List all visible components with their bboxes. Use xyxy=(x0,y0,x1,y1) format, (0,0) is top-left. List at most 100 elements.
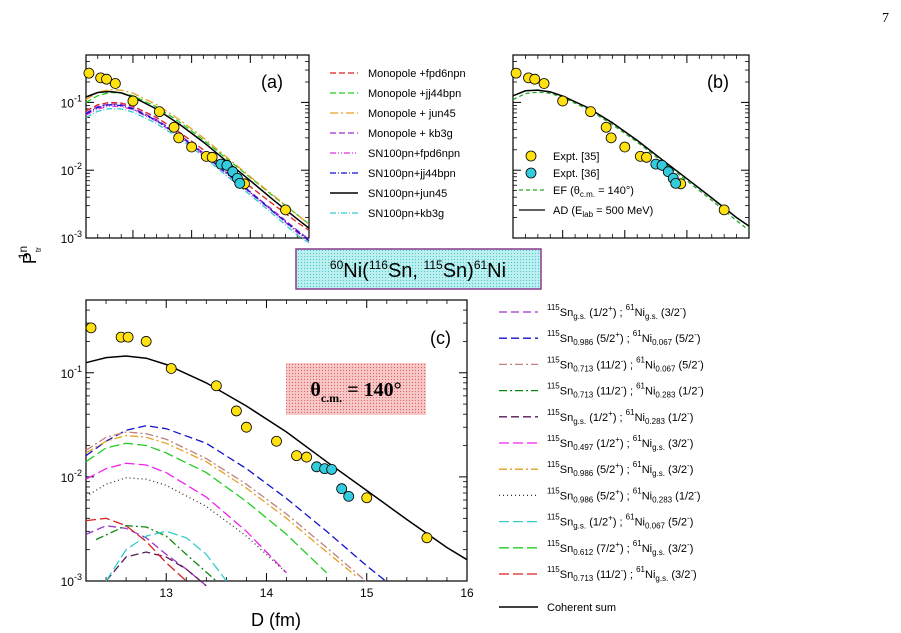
legend-label: SN100pn+jj44bpn xyxy=(368,168,456,180)
x-tick-label: 13 xyxy=(160,586,174,600)
series-line xyxy=(85,90,310,229)
data-point xyxy=(538,78,550,89)
theta-sub: c.m. xyxy=(321,391,342,405)
series-line xyxy=(105,551,207,587)
y-tick-base: 10 xyxy=(61,96,75,110)
panel-c-legend: 115Sng.s. (1/2+) ; 61Nig.s. (3/2-) 115Sn0… xyxy=(499,303,704,614)
series-line xyxy=(85,442,328,574)
data-point xyxy=(271,435,282,447)
data-point xyxy=(301,451,312,463)
series-line xyxy=(85,517,187,582)
reaction-mass-4: 61 xyxy=(474,258,488,272)
series-line xyxy=(85,477,287,574)
panel-b-series xyxy=(512,89,750,231)
legend-label: 115Sn0.986 (5/2+) ; 61Ni0.067 (5/2-) xyxy=(547,329,700,347)
y-tick-exp: -1 xyxy=(74,364,82,374)
y-tick-exp: -2 xyxy=(74,161,82,171)
y-tick-label: 10-2 xyxy=(61,468,82,485)
data-point xyxy=(361,492,373,504)
series-line xyxy=(85,107,310,244)
page-number: 7 xyxy=(882,11,889,26)
data-point xyxy=(153,106,165,118)
data-point xyxy=(127,95,139,107)
data-point xyxy=(641,151,652,163)
panel-a-y-tick-labels: 10-310-210-1 xyxy=(61,93,82,246)
data-point xyxy=(605,132,617,144)
data-point xyxy=(421,532,433,544)
series-line xyxy=(85,462,287,574)
x-axis-label: D (fm) xyxy=(251,610,301,630)
series-line xyxy=(85,88,310,225)
series-line xyxy=(85,434,358,578)
theta-label: θc.m. = 140° xyxy=(310,379,401,405)
y-axis-label: Ptr 1n xyxy=(16,246,43,264)
data-point xyxy=(109,78,121,89)
data-point xyxy=(173,132,185,144)
reaction-el-3: Sn) xyxy=(443,260,474,282)
reaction-mass-2: 116 xyxy=(369,258,388,272)
svg-text:60Ni(116Sn, 115Sn)61Ni: 60Ni(116Sn, 115Sn)61Ni xyxy=(330,258,506,282)
y-label-sup: 1n xyxy=(16,246,30,259)
panel-c-frame xyxy=(85,299,468,582)
series-line xyxy=(95,525,217,582)
reaction-box xyxy=(295,248,542,290)
panel-c-points xyxy=(85,322,433,544)
series-line xyxy=(85,425,388,583)
y-label-sub: tr xyxy=(34,247,43,252)
svg-text:Ptr1n: Ptr 1n xyxy=(16,246,43,264)
reaction-label: 60Ni(116Sn, 115Sn)61Ni xyxy=(295,248,542,290)
panel-b-label: (b) xyxy=(707,72,729,92)
panel-b: (b) Expt. [35] Expt. [36] EF (θc.m. = 140°… xyxy=(510,54,750,239)
y-tick-label: 10-2 xyxy=(61,161,82,178)
legend-label: 115Sng.s. (1/2+) ; 61Ni0.283 (1/2-) xyxy=(547,408,693,426)
data-point xyxy=(600,121,612,133)
data-point xyxy=(234,177,246,189)
legend-label: SN100pn+jun45 xyxy=(368,188,447,200)
y-label-main: P xyxy=(20,252,40,264)
y-tick-exp: -2 xyxy=(74,468,82,478)
legend-label: 115Sn0.497 (1/2+) ; 61Nig.s. (3/2-) xyxy=(547,434,693,452)
series-line xyxy=(85,431,368,583)
reaction-el-2: Sn, xyxy=(388,260,424,282)
data-point xyxy=(85,322,97,334)
panel-a-series xyxy=(85,88,310,244)
legend-label: 115Sn0.612 (7/2+) ; 61Nig.s. (3/2-) xyxy=(547,539,693,557)
legend-label: 115Sng.s. (1/2+) ; 61Nig.s. (3/2-) xyxy=(547,303,686,321)
data-point xyxy=(557,95,569,107)
legend-label: 115Sn0.986 (5/2+) ; 61Ni0.283 (1/2-) xyxy=(547,486,700,504)
x-tick-label: 16 xyxy=(460,586,474,600)
legend-label: 115Sn0.713 (11/2-) ; 61Ni0.067 (5/2-) xyxy=(547,355,704,373)
data-point xyxy=(336,483,348,495)
data-point xyxy=(291,450,302,462)
legend-label: Expt. [35] xyxy=(553,151,599,163)
data-point xyxy=(83,67,95,79)
series-line xyxy=(85,104,310,242)
y-tick-label: 10-3 xyxy=(61,229,82,246)
data-point xyxy=(140,336,152,347)
legend-label: Expt. [36] xyxy=(553,168,599,180)
panel-c-label: (c) xyxy=(430,328,451,348)
y-tick-label: 10-1 xyxy=(61,93,82,110)
data-point xyxy=(122,331,134,343)
y-tick-exp: -3 xyxy=(74,572,82,582)
panel-c-y-tick-labels: 10-310-210-1 xyxy=(61,364,82,589)
data-point xyxy=(168,121,180,133)
panel-a-legend: Monopole +fpd6npn Monopole +jj44bpn Monopo… xyxy=(330,68,466,220)
legend-marker xyxy=(525,167,537,179)
legend-label: SN100pn+kb3g xyxy=(368,208,444,220)
panel-c-ticks xyxy=(85,299,468,582)
panel-c-series xyxy=(85,355,468,587)
data-point xyxy=(206,151,218,163)
data-point xyxy=(718,204,730,216)
legend-label: Monopole +jj44bpn xyxy=(368,88,461,100)
legend-label: 115Sng.s. (1/2+) ; 61Ni0.067 (5/2-) xyxy=(547,513,693,531)
data-point xyxy=(529,73,541,85)
y-tick-exp: -3 xyxy=(74,229,82,239)
theta-symbol: θ xyxy=(310,379,320,401)
legend-label: SN100pn+fpd6npn xyxy=(368,148,460,160)
data-point xyxy=(165,363,177,374)
series-line xyxy=(85,355,468,561)
legend-label: Monopole +fpd6npn xyxy=(368,68,466,80)
y-tick-base: 10 xyxy=(61,471,75,485)
